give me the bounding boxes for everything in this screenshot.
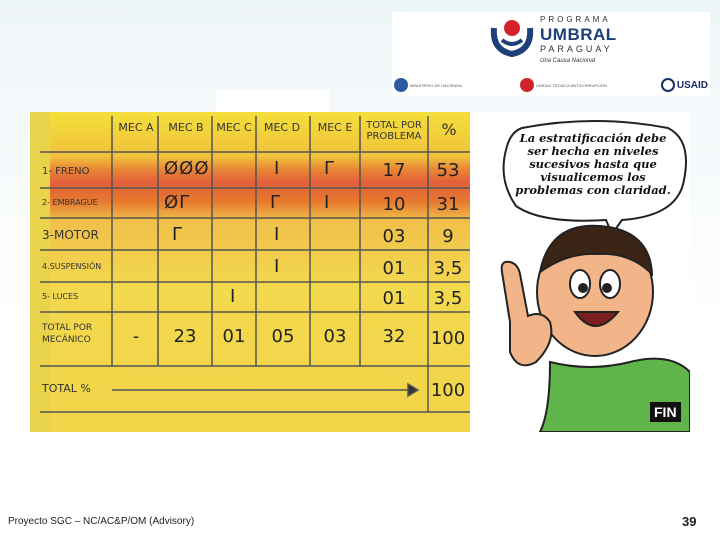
footer-project-text: Proyecto SGC – NC/AC&P/OM (Advisory) [8,516,195,527]
header-mec-a: MEC A [118,121,154,134]
tally-mark: I [324,192,331,213]
percent-cell: 31 [436,194,460,215]
tally-mark: ØØØ [164,158,210,179]
mechanic-total-cell: 05 [271,326,295,347]
row-label-motor: 3-MOTOR [42,228,99,242]
logo-umbral-text: UMBRAL [540,25,617,44]
usaid-logo: USAID [660,78,708,92]
partner-label: MINISTERIO DE HACIENDA [410,82,462,88]
percent-cell: 9 [442,226,454,247]
tally-mark: I [274,224,281,245]
row-label-total-mecanico: TOTAL POR MECÁNICO [42,323,93,345]
blank-patch [216,90,330,116]
mechanic-total-cell: - [132,326,140,347]
usaid-label: USAID [676,79,708,91]
page-number: 39 [682,514,697,529]
mechanic-total-cell: 23 [173,326,197,347]
partner-logo-hacienda: MINISTERIO DE HACIENDA [394,78,462,92]
row-label-total-percent: TOTAL % [42,382,91,395]
percent-cell: 3,5 [433,258,463,279]
tally-mark: I [230,286,237,307]
paraguay-seal-icon [520,78,534,92]
speech-bubble-shape [502,120,687,237]
row-label-luces: 5- LUCES [42,292,79,301]
ministry-seal-icon [394,78,408,92]
umbral-logo-icon [490,20,534,58]
percent-cell: 3,5 [433,288,463,309]
partner-label: UNIDAD TECNICA ANTICORRUPCION [536,82,608,88]
header-percent: % [441,120,457,139]
total-cell: 01 [382,258,406,279]
logo-country-text: PARAGUAY [540,44,613,54]
percent-cell: 53 [436,160,460,181]
tally-mark: I [274,158,281,179]
logo-slogan-text: Una Causa Nacional [540,58,596,64]
header-mec-b: MEC B [168,121,204,134]
fin-label: FIN [650,402,681,422]
mechanic-total-cell: 03 [323,326,347,347]
speech-bubble-text: La estratificación debe ser hecha en niv… [515,131,671,197]
tally-mark: I [274,256,281,277]
tally-mark: Γ [270,192,282,213]
partner-logos: MINISTERIO DE HACIENDA UNIDAD TECNICA AN… [392,76,710,96]
row-label-suspension: 4.SUSPENSIÓN [42,262,102,271]
total-cell: 03 [382,226,406,247]
stratification-table: MEC A MEC B MEC C MEC D MEC E TOTAL POR … [30,112,470,432]
row-label-freno: 1- FRENO [42,166,90,177]
grand-percent-cell: 100 [430,328,466,349]
cartoon-character-icon [500,224,690,432]
total-cell: 01 [382,288,406,309]
total-cell: 10 [382,194,406,215]
logo-program-text: PROGRAMA [540,15,611,24]
tally-mark: ØΓ [164,192,191,213]
header-total-por-problema: TOTAL POR PROBLEMA [366,120,422,142]
header-mec-d: MEC D [263,121,301,134]
row-label-embrague: 2- EMBRAGUE [42,198,98,207]
partner-logo-anticorrupcion: UNIDAD TECNICA ANTICORRUPCION [520,78,607,92]
mechanic-total-cell: 01 [222,326,246,347]
total-cell: 17 [382,160,406,181]
grand-total-cell: 32 [382,326,406,347]
tally-mark: Γ [172,224,184,245]
header-mec-e: MEC E [317,121,353,134]
total-percent-cell: 100 [430,380,466,401]
stratification-cartoon: MEC A MEC B MEC C MEC D MEC E TOTAL POR … [30,112,690,432]
header-mec-c: MEC C [216,121,252,134]
table-grid-lines [40,116,470,413]
program-logo: PROGRAMA UMBRAL PARAGUAY Una Causa Nacio… [392,12,710,96]
tally-mark: Γ [324,158,336,179]
usaid-seal-icon [660,78,675,92]
